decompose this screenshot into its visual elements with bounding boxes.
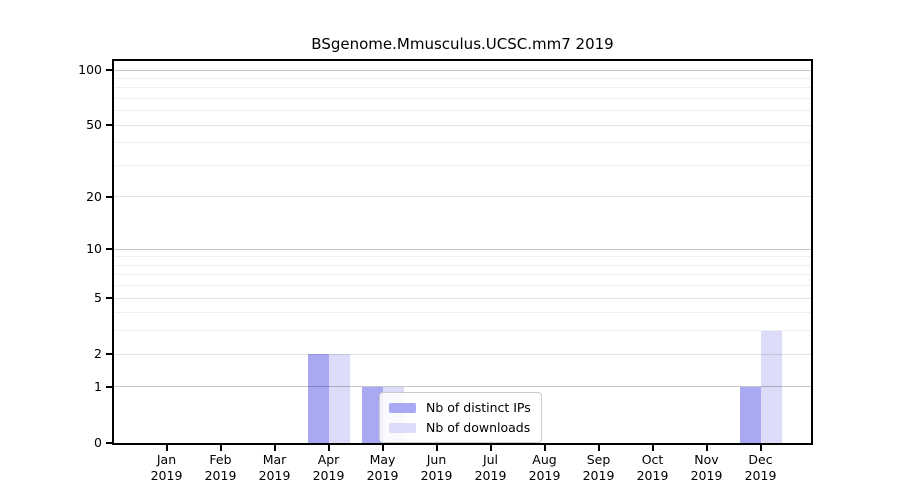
y-tick-10: [106, 248, 112, 251]
x-tick-label-apr: Apr 2019: [312, 452, 345, 483]
y-tick-5: [106, 297, 112, 300]
y-tick-label-50: 50: [86, 117, 102, 133]
y-tick-label-20: 20: [86, 188, 102, 204]
chart-title: BSgenome.Mmusculus.UCSC.mm7 2019: [311, 35, 614, 53]
legend-label-distinct-ips: Nb of distinct IPs: [426, 400, 531, 415]
x-tick-jan: [165, 445, 168, 451]
x-tick-jun: [435, 445, 438, 451]
x-tick-nov: [705, 445, 708, 451]
legend-item-downloads: Nb of downloads: [389, 419, 531, 436]
x-tick-apr: [327, 445, 330, 451]
y-tick-label-5: 5: [94, 290, 102, 306]
y-tick-label-10: 10: [86, 241, 102, 257]
legend-swatch-distinct-ips: [389, 402, 416, 413]
y-tick-label-0: 0: [94, 435, 102, 450]
x-tick-feb: [219, 445, 222, 451]
gridline-minor-y-70: [114, 98, 811, 100]
x-tick-may: [381, 445, 384, 451]
gridline-mid-y-50: [114, 124, 811, 126]
gridline-mid-y-2: [114, 353, 811, 355]
gridline-minor-y-30: [114, 165, 811, 166]
gridline-major-y-100: [114, 69, 811, 71]
x-tick-mar: [273, 445, 276, 451]
x-tick-label-dec: Dec 2019: [744, 452, 777, 483]
y-tick-20: [106, 195, 112, 198]
x-tick-sep: [597, 445, 600, 451]
x-tick-label-jul: Jul 2019: [474, 452, 507, 483]
legend: Nb of distinct IPs Nb of downloads: [379, 392, 542, 443]
gridline-mid-y-20: [114, 196, 811, 198]
x-tick-oct: [651, 445, 654, 451]
bar-distinct-ips-apr: [307, 354, 329, 443]
gridline-minor-y-9: [114, 256, 811, 258]
x-tick-label-nov: Nov 2019: [690, 452, 723, 483]
y-tick-100: [106, 69, 112, 72]
y-tick-0: [106, 442, 112, 444]
gridline-minor-y-7: [114, 274, 811, 276]
x-tick-dec: [759, 445, 762, 451]
legend-swatch-downloads: [389, 422, 416, 433]
x-tick-label-jun: Jun 2019: [420, 452, 453, 483]
gridline-minor-y-4: [114, 312, 811, 314]
plot-area: [112, 59, 813, 445]
y-tick-label-100: 100: [78, 62, 102, 78]
legend-item-distinct-ips: Nb of distinct IPs: [389, 399, 531, 416]
bar-distinct-ips-dec: [739, 386, 761, 443]
gridline-minor-y-3: [114, 330, 811, 332]
gridline-major-y-1: [114, 386, 811, 388]
gridline-minor-y-80: [114, 87, 811, 89]
gridline-major-y-10: [114, 248, 811, 250]
gridline-minor-y-6: [114, 285, 811, 287]
bar-distinct-ips-may: [361, 386, 383, 443]
gridline-minor-y-8: [114, 264, 811, 266]
y-tick-50: [106, 124, 112, 127]
x-tick-aug: [543, 445, 546, 451]
y-tick-1: [106, 385, 112, 388]
x-tick-jul: [489, 445, 492, 451]
legend-label-downloads: Nb of downloads: [426, 420, 531, 435]
x-tick-label-may: May 2019: [366, 452, 399, 483]
y-tick-label-1: 1: [94, 378, 102, 394]
x-tick-label-feb: Feb 2019: [204, 452, 237, 483]
y-tick-label-2: 2: [94, 346, 102, 362]
x-tick-label-jan: Jan 2019: [150, 452, 183, 483]
gridline-minor-y-60: [114, 110, 811, 112]
x-tick-label-aug: Aug 2019: [528, 452, 561, 483]
bar-downloads-apr: [328, 354, 350, 443]
y-tick-2: [106, 353, 112, 356]
x-tick-label-mar: Mar 2019: [258, 452, 291, 483]
x-tick-label-sep: Sep 2019: [582, 452, 615, 483]
gridline-mid-y-5: [114, 297, 811, 299]
gridline-minor-y-90: [114, 77, 811, 79]
gridline-minor-y-40: [114, 142, 811, 144]
x-tick-label-oct: Oct 2019: [636, 452, 669, 483]
